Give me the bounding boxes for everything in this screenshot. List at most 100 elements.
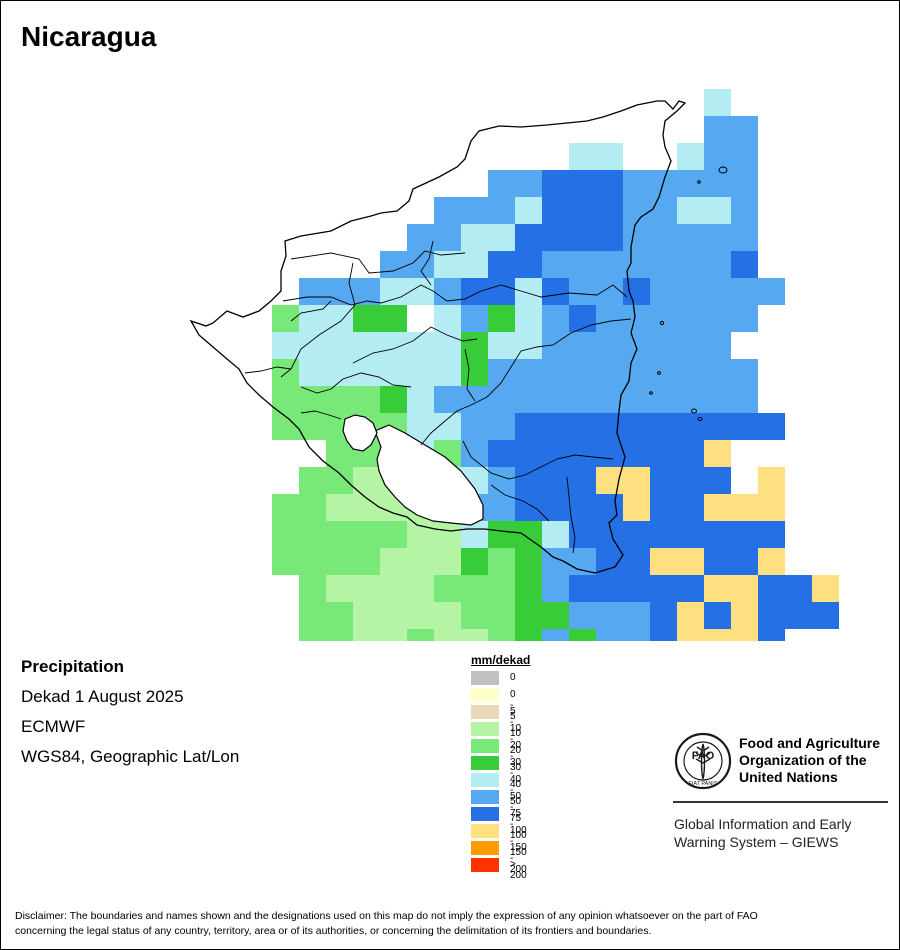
precip-cell — [758, 602, 785, 629]
legend-label: 50 - 75 — [510, 791, 522, 824]
precip-cell — [677, 197, 704, 224]
precip-cell — [704, 224, 731, 251]
precip-cell — [650, 602, 677, 629]
precip-cell — [731, 602, 758, 629]
legend-swatch — [471, 790, 499, 804]
precip-cell — [569, 224, 596, 251]
precip-cell — [650, 467, 677, 494]
precip-cell — [515, 440, 542, 467]
precip-cell — [407, 278, 434, 305]
precip-cell — [731, 197, 758, 224]
legend-label: 5 - 10 — [510, 706, 522, 739]
precip-cell — [623, 413, 650, 440]
precip-cell — [299, 332, 326, 359]
precip-cell — [596, 278, 623, 305]
precip-cell — [731, 575, 758, 602]
precip-cell — [434, 197, 461, 224]
disclaimer-line: concerning the legal status of any count… — [15, 925, 652, 937]
precip-cell — [758, 278, 785, 305]
precip-cell — [569, 170, 596, 197]
precip-cell — [623, 332, 650, 359]
precip-cell — [812, 575, 839, 602]
precip-cell — [677, 251, 704, 278]
precip-cell — [353, 359, 380, 386]
precip-cell — [704, 548, 731, 575]
lake-nicaragua — [374, 424, 484, 526]
precip-cell — [434, 548, 461, 575]
precip-cell — [569, 521, 596, 548]
precip-cell — [650, 548, 677, 575]
precip-cell — [461, 224, 488, 251]
precip-cell — [704, 332, 731, 359]
precip-cell — [704, 251, 731, 278]
precip-cell — [434, 629, 461, 641]
precip-cell — [461, 332, 488, 359]
precip-cell — [677, 332, 704, 359]
precip-cell — [380, 629, 407, 641]
precip-cell — [650, 413, 677, 440]
precip-cell — [380, 575, 407, 602]
precip-cell — [569, 386, 596, 413]
precip-cell — [515, 467, 542, 494]
precip-cell — [515, 548, 542, 575]
precip-cell — [569, 278, 596, 305]
precip-cell — [731, 494, 758, 521]
precip-cell — [488, 197, 515, 224]
precip-cell — [488, 467, 515, 494]
precip-cell — [515, 386, 542, 413]
legend-swatch — [471, 824, 499, 838]
precip-cell — [488, 521, 515, 548]
precip-cell — [461, 359, 488, 386]
precip-cell — [407, 602, 434, 629]
precip-cell — [542, 170, 569, 197]
precip-cell — [380, 386, 407, 413]
precip-cell — [596, 494, 623, 521]
legend-swatch — [471, 739, 499, 753]
precip-cell — [650, 440, 677, 467]
precip-cell — [380, 521, 407, 548]
precip-cell — [380, 602, 407, 629]
precip-cell — [353, 629, 380, 641]
precip-cell — [461, 197, 488, 224]
precip-cell — [623, 386, 650, 413]
precip-cell — [407, 359, 434, 386]
precip-cell — [434, 521, 461, 548]
precip-cell — [704, 440, 731, 467]
precip-cell — [623, 440, 650, 467]
precip-cell — [434, 305, 461, 332]
precip-cell — [488, 602, 515, 629]
precip-cell — [461, 440, 488, 467]
info-model: ECMWF — [21, 717, 86, 736]
precip-cell — [407, 548, 434, 575]
precip-cell — [488, 575, 515, 602]
precip-cell — [353, 332, 380, 359]
precip-cell — [515, 332, 542, 359]
legend-label: 30 - 40 — [510, 757, 522, 790]
precip-cell — [731, 386, 758, 413]
precip-cell — [488, 386, 515, 413]
precip-cell — [704, 116, 731, 143]
precip-cell — [596, 197, 623, 224]
precip-cell — [677, 359, 704, 386]
precip-cell — [326, 467, 353, 494]
precip-cell — [299, 521, 326, 548]
precip-cell — [461, 602, 488, 629]
legend-label: 20 - 30 — [510, 740, 522, 773]
precip-cell — [488, 278, 515, 305]
precip-cell — [704, 197, 731, 224]
precip-cell — [326, 521, 353, 548]
precip-cell — [704, 494, 731, 521]
precip-cell — [488, 494, 515, 521]
precip-cell — [758, 494, 785, 521]
precip-cell — [731, 359, 758, 386]
precip-cell — [272, 413, 299, 440]
precip-cell — [650, 386, 677, 413]
precip-cell — [650, 251, 677, 278]
precip-cell — [623, 575, 650, 602]
legend-label: 150 - 200 — [510, 842, 527, 875]
precip-cell — [569, 197, 596, 224]
precip-cell — [515, 197, 542, 224]
precip-cell — [488, 170, 515, 197]
precip-cell — [677, 278, 704, 305]
precip-cell — [434, 386, 461, 413]
